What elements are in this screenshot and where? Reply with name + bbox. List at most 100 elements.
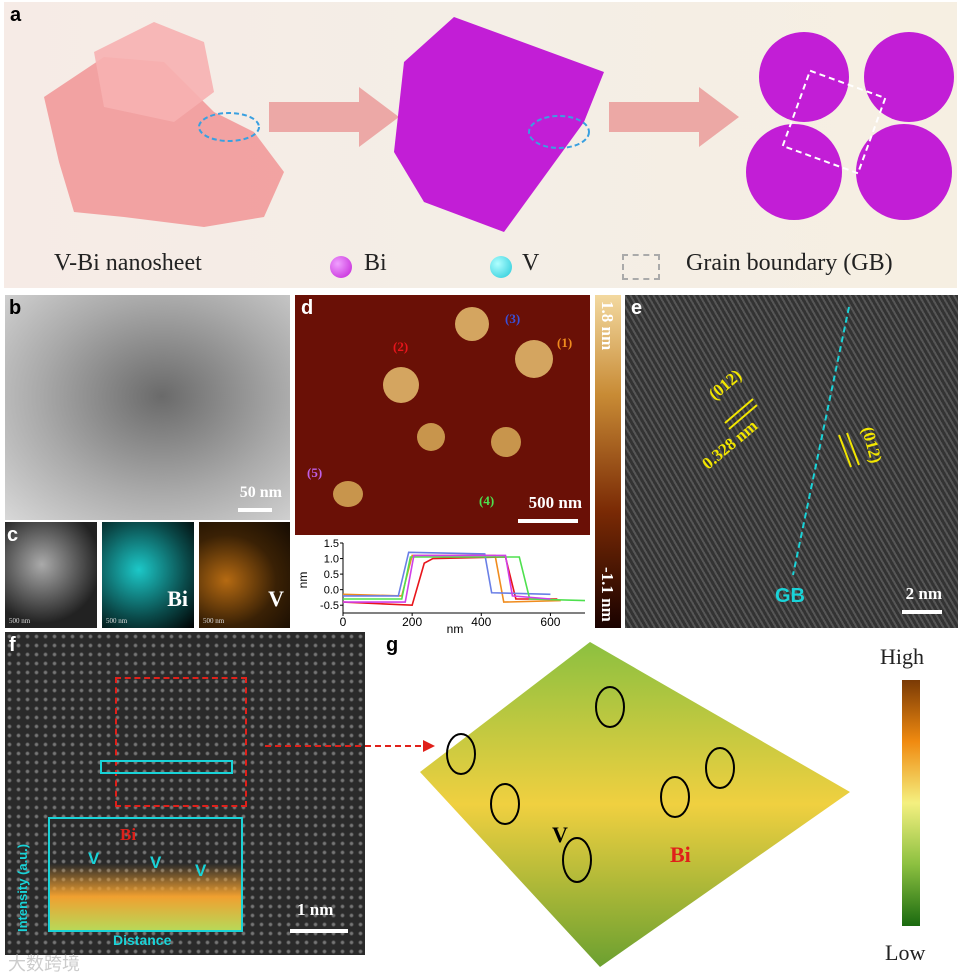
nanosheet-shape <box>94 22 214 122</box>
profile-label-2: (2) <box>393 339 409 354</box>
scale-bar <box>238 508 272 512</box>
grain-boundary-icon <box>622 254 660 280</box>
grain-boundary-line <box>792 306 850 576</box>
panel-label-f: f <box>9 634 16 656</box>
scale-bar-label: 1 nm <box>297 900 334 919</box>
legend-v: V <box>522 250 540 276</box>
nanosheet-flake <box>333 481 363 507</box>
y-tick-label: 0.0 <box>324 585 339 597</box>
panel-label-d: d <box>301 297 314 319</box>
surface <box>420 642 850 967</box>
panel-d-afm-image: d (3) (1) (2) (4) (5) 500 nm <box>295 295 590 535</box>
line-profile-box <box>100 760 233 774</box>
panel-c-eds-maps: c 500 nm Bi 500 nm V 500 nm <box>5 522 290 628</box>
arrow-shape <box>609 87 739 147</box>
v-site-circle <box>446 733 476 775</box>
scale-bar-label: 2 nm <box>905 584 942 603</box>
x-tick-label: 0 <box>340 615 347 629</box>
lattice-line <box>728 404 758 430</box>
bi-lattice-grain <box>394 17 604 232</box>
profile-label-4: (4) <box>479 493 495 508</box>
zoom-circle <box>528 115 590 149</box>
y-tick-label: 1.0 <box>324 554 339 566</box>
scale-bar-label: 500 nm <box>9 617 31 625</box>
v-label: V <box>195 861 207 880</box>
scale-bar-label: 500 nm <box>528 493 582 512</box>
v-label: V <box>88 849 100 868</box>
scale-bar <box>902 610 942 614</box>
bi-atom-icon <box>330 256 352 278</box>
arrow-shape <box>269 87 399 147</box>
colorbar-low: Low <box>885 940 926 965</box>
panel-label-c: c <box>7 524 19 546</box>
profile-line-5 <box>343 554 551 603</box>
bi-map: Bi 500 nm <box>102 522 194 628</box>
v-site-circle <box>705 747 735 789</box>
nanosheet-flake <box>417 423 445 451</box>
intensity-profile-inset: Bi V V V <box>48 817 243 932</box>
x-tick-label: 600 <box>540 615 560 629</box>
scale-bar-label: 50 nm <box>239 484 282 501</box>
v-site-circle <box>595 686 625 728</box>
scale-bar-label: 500 nm <box>203 617 225 625</box>
v-label: V <box>552 822 568 847</box>
v-atom-icon <box>490 256 512 278</box>
bi-grain <box>864 32 954 122</box>
lattice-line <box>724 398 754 424</box>
haadf-map: c 500 nm <box>5 522 97 628</box>
bi-map-label: Bi <box>167 586 188 611</box>
x-axis-label: nm <box>447 622 464 633</box>
v-map-label: V <box>268 586 284 611</box>
height-colorbar: 1.8 nm -1.1 nm <box>595 295 621 628</box>
lattice-line <box>846 432 860 466</box>
red-arrow <box>265 740 435 752</box>
nanosheet-flake <box>455 307 489 341</box>
v-label: V <box>150 853 162 872</box>
y-tick-label: 1.5 <box>324 538 339 550</box>
scale-bar <box>518 519 578 523</box>
legend-nanosheet: V-Bi nanosheet <box>54 250 202 276</box>
scale-bar <box>290 929 348 933</box>
3d-surface-plot <box>420 642 850 967</box>
panel-a: a V-Bi nanosheet Bi V Grain boundary (GB… <box>4 2 957 288</box>
y-tick-label: -0.5 <box>320 600 339 612</box>
panel-label-a: a <box>10 4 22 26</box>
panel-e-hrtem-image: e (012) 0.328 nm (012) GB 2 nm <box>625 295 958 628</box>
profile-label-1: (1) <box>557 335 573 350</box>
nanosheet-flake <box>515 340 553 378</box>
lattice-line <box>838 434 852 468</box>
bi-grain <box>759 32 849 122</box>
profile-label-5: (5) <box>307 465 323 480</box>
inset-x-label: Distance <box>113 932 172 948</box>
selected-region-box <box>115 677 247 807</box>
v-map: V 500 nm <box>199 522 290 628</box>
y-axis-label: nm <box>296 572 310 589</box>
colorbar-max: 1.8 nm <box>598 301 617 351</box>
profile-line-3 <box>343 551 551 597</box>
legend-gb: Grain boundary (GB) <box>686 250 893 276</box>
v-site-circle <box>562 837 592 883</box>
profile-line-2 <box>342 556 558 607</box>
bi-grain <box>856 124 952 220</box>
panel-label-b: b <box>9 297 22 319</box>
chart-background <box>295 535 595 633</box>
bi-grain <box>746 124 842 220</box>
gb-label: GB <box>775 585 805 607</box>
zoom-circle <box>198 112 260 142</box>
profile-label-3: (3) <box>505 311 521 326</box>
panel-label-g: g <box>386 634 399 656</box>
intensity-colorbar <box>902 680 920 926</box>
x-tick-label: 400 <box>471 615 491 629</box>
panel-g-3d-intensity: g V Bi High Low <box>370 632 960 977</box>
panel-f-haadf-image: f Bi V V V Intensity (a.u.) Distance 1 n… <box>5 632 365 955</box>
afm-height-profile-chart: 0 200 400 600 1.5 1.0 0.5 0.0 -0.5 nm nm <box>295 535 595 633</box>
legend-bi: Bi <box>364 250 387 276</box>
colorbar-high: High <box>880 644 924 669</box>
v-site-circle <box>660 776 690 818</box>
colorbar-min: -1.1 nm <box>598 567 617 622</box>
x-tick-label: 200 <box>402 615 422 629</box>
nanosheet-flake <box>383 367 419 403</box>
y-tick-label: 0.5 <box>324 569 339 581</box>
v-site-circle <box>490 783 520 825</box>
bi-label: Bi <box>670 842 691 867</box>
